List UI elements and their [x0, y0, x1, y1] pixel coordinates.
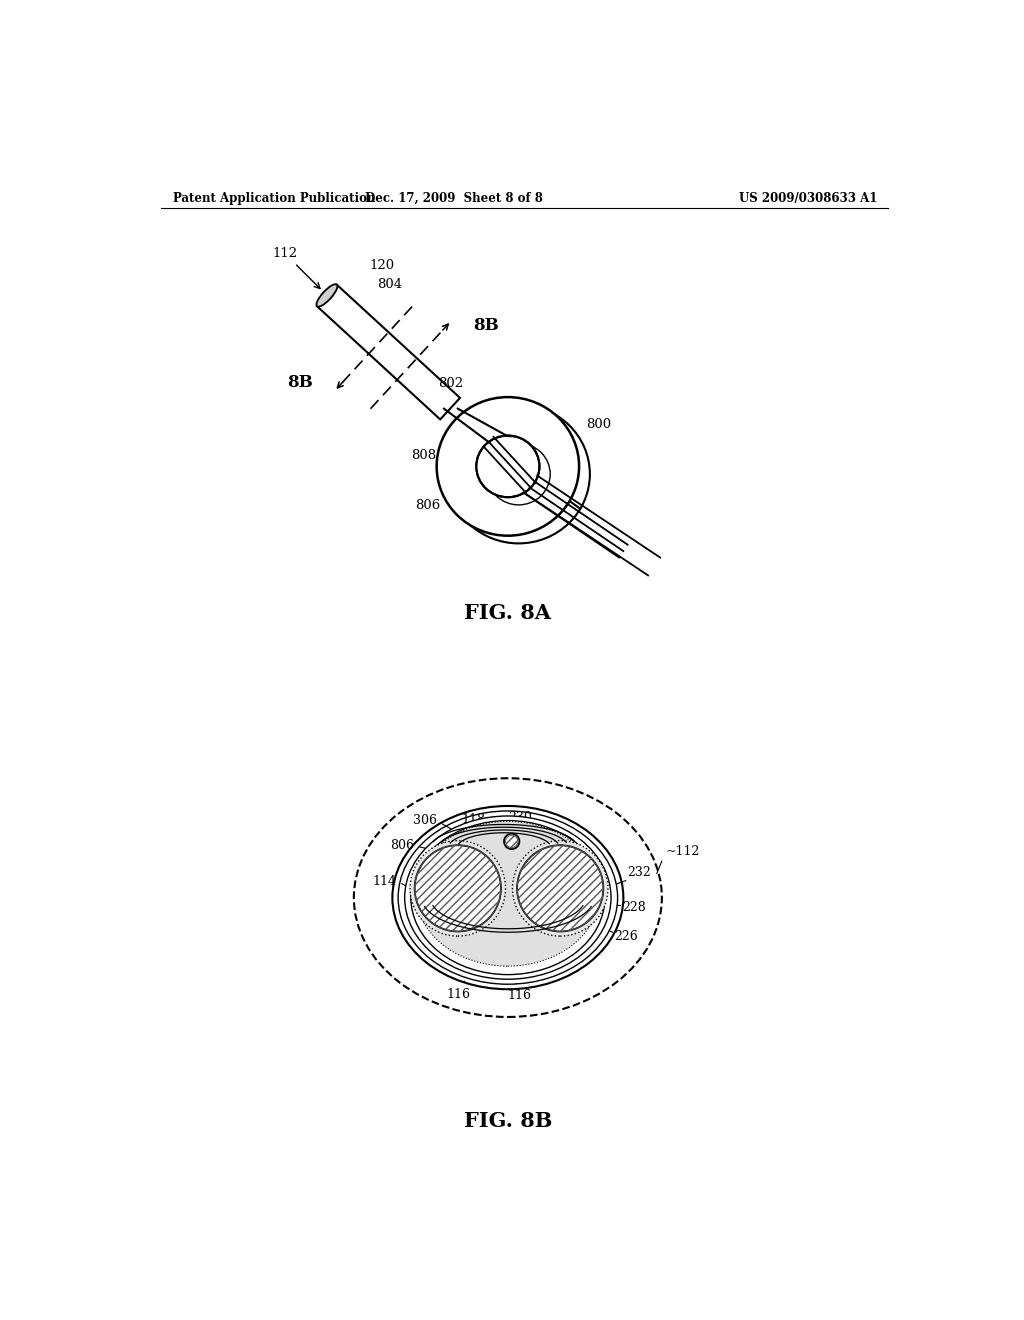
Text: ~112: ~112	[656, 845, 700, 874]
Text: 118: 118	[462, 813, 489, 836]
Text: US 2009/0308633 A1: US 2009/0308633 A1	[739, 191, 878, 205]
Text: 806: 806	[390, 840, 436, 853]
Text: 116: 116	[446, 981, 470, 1001]
Text: 800: 800	[587, 418, 611, 430]
Text: 232: 232	[628, 866, 651, 879]
Ellipse shape	[411, 821, 605, 974]
Text: 116: 116	[508, 983, 531, 1002]
Ellipse shape	[410, 841, 506, 936]
Ellipse shape	[416, 821, 599, 966]
Ellipse shape	[517, 845, 603, 932]
Text: 228: 228	[622, 902, 645, 915]
Ellipse shape	[415, 845, 501, 932]
Text: 8B: 8B	[473, 317, 499, 334]
Text: 808: 808	[412, 449, 436, 462]
Text: 230: 230	[508, 810, 531, 834]
Text: 112: 112	[272, 247, 297, 260]
Ellipse shape	[478, 437, 538, 496]
Ellipse shape	[476, 436, 540, 498]
Text: 306: 306	[413, 814, 457, 833]
Text: 226: 226	[614, 931, 638, 942]
Polygon shape	[317, 285, 460, 420]
Ellipse shape	[398, 810, 617, 985]
Ellipse shape	[447, 405, 590, 544]
Ellipse shape	[354, 779, 662, 1016]
Ellipse shape	[512, 841, 608, 936]
Ellipse shape	[487, 444, 550, 506]
Text: FIG. 8A: FIG. 8A	[464, 603, 551, 623]
Ellipse shape	[504, 834, 519, 849]
Text: Dec. 17, 2009  Sheet 8 of 8: Dec. 17, 2009 Sheet 8 of 8	[365, 191, 543, 205]
Ellipse shape	[436, 397, 580, 536]
Text: FIG. 8B: FIG. 8B	[464, 1111, 552, 1131]
Text: 810: 810	[525, 825, 550, 838]
Text: 806: 806	[416, 499, 440, 512]
Ellipse shape	[316, 284, 337, 306]
Text: 120: 120	[370, 259, 394, 272]
Text: 802: 802	[438, 378, 464, 391]
Ellipse shape	[392, 807, 624, 989]
Text: 114: 114	[373, 875, 409, 887]
Text: 804: 804	[377, 277, 402, 290]
Text: 8B: 8B	[287, 374, 312, 391]
Text: Patent Application Publication: Patent Application Publication	[173, 191, 376, 205]
Ellipse shape	[404, 816, 611, 979]
